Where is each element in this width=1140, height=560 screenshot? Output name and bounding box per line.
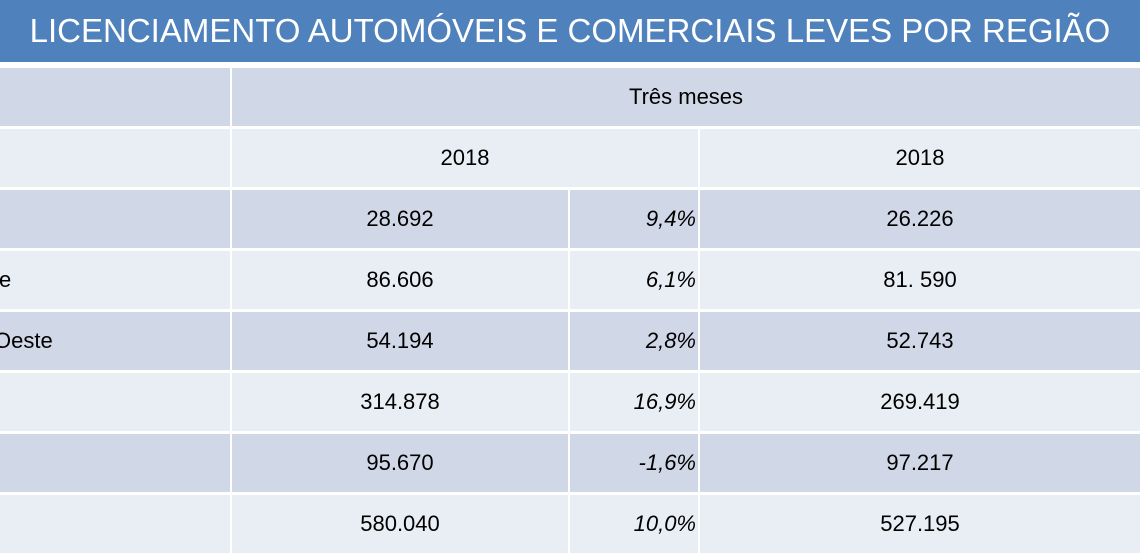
- value-cell-text: 314.878: [360, 389, 440, 414]
- row-label: [0, 190, 230, 248]
- percent-cell: 9,4%: [570, 190, 698, 248]
- value-cell: 26.226: [700, 190, 1140, 248]
- percent-cell-text: 6,1%: [645, 267, 696, 292]
- value-cell-text: 81. 590: [883, 267, 957, 292]
- row-label-text: Oeste: [0, 328, 53, 353]
- value-cell: 95.670: [232, 434, 568, 492]
- percent-cell-text: 16,9%: [633, 389, 696, 414]
- row-label: [0, 495, 230, 553]
- value-cell-text: 580.040: [360, 511, 440, 536]
- percent-cell: 10,0%: [570, 495, 698, 553]
- value-cell: 86.606: [232, 251, 568, 309]
- percent-cell-text: 10,0%: [633, 511, 696, 536]
- row-label: [0, 373, 230, 431]
- row-label: Oeste: [0, 312, 230, 370]
- value-cell-text: 28.692: [366, 206, 434, 231]
- value-cell: 580.040: [232, 495, 568, 553]
- row-label-text: e: [0, 267, 12, 292]
- value-cell-text: 52.743: [886, 328, 954, 353]
- row-label: [0, 434, 230, 492]
- header-year-text: 2018: [895, 145, 945, 170]
- percent-cell: 16,9%: [570, 373, 698, 431]
- title-bar: LICENCIAMENTO AUTOMÓVEIS E COMERCIAIS LE…: [0, 0, 1140, 62]
- value-cell-text: 26.226: [886, 206, 954, 231]
- percent-cell-text: -1,6%: [638, 450, 696, 475]
- row-label: e: [0, 251, 230, 309]
- header-year: 2018: [232, 129, 698, 187]
- value-cell-text: 97.217: [886, 450, 954, 475]
- value-cell-text: 527.195: [880, 511, 960, 536]
- percent-cell: 2,8%: [570, 312, 698, 370]
- value-cell: 527.195: [700, 495, 1140, 553]
- value-cell: 28.692: [232, 190, 568, 248]
- value-cell-text: 86.606: [366, 267, 434, 292]
- value-cell: 81. 590: [700, 251, 1140, 309]
- value-cell-text: 95.670: [366, 450, 434, 475]
- header-period: Três meses: [232, 68, 1140, 126]
- header-year: 2018: [700, 129, 1140, 187]
- value-cell-text: 54.194: [366, 328, 434, 353]
- header-blank: [0, 68, 230, 126]
- percent-cell-text: 9,4%: [645, 206, 696, 231]
- value-cell: 314.878: [232, 373, 568, 431]
- value-cell: 97.217: [700, 434, 1140, 492]
- header-period-text: Três meses: [628, 84, 744, 109]
- header-year-text: 2018: [440, 145, 490, 170]
- value-cell: 52.743: [700, 312, 1140, 370]
- percent-cell: -1,6%: [570, 434, 698, 492]
- percent-cell: 6,1%: [570, 251, 698, 309]
- value-cell: 269.419: [700, 373, 1140, 431]
- header-blank: [0, 129, 230, 187]
- value-cell-text: 269.419: [880, 389, 960, 414]
- value-cell: 54.194: [232, 312, 568, 370]
- percent-cell-text: 2,8%: [645, 328, 696, 353]
